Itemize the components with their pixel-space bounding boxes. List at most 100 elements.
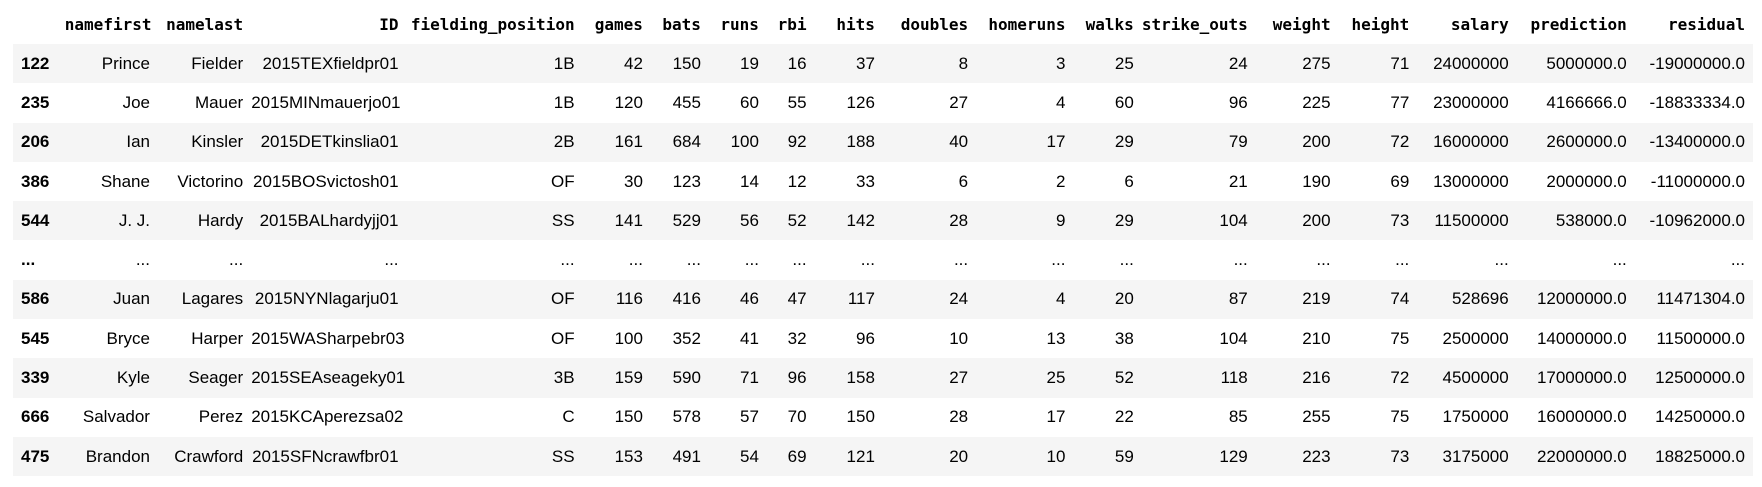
rbi-cell: 69 <box>787 446 807 466</box>
id-cell: 2015MINmauerjo01 <box>251 92 401 112</box>
weight-cell: 219 <box>1302 289 1331 309</box>
homeruns-cell: 4 <box>1056 92 1066 112</box>
row-index: 586 <box>21 289 50 309</box>
hits-cell: 150 <box>846 407 875 427</box>
row-index: 206 <box>21 132 50 152</box>
column-header-fielding-position: fielding_position <box>410 14 575 34</box>
doubles-cell: 40 <box>949 132 969 152</box>
strike-outs-cell: 21 <box>1228 171 1248 191</box>
games-cell: 159 <box>614 368 643 388</box>
residual-cell: -10962000.0 <box>1649 210 1745 230</box>
rbi-cell: 96 <box>787 368 807 388</box>
strike-outs-cell: 129 <box>1219 446 1248 466</box>
height-cell: 75 <box>1390 407 1410 427</box>
homeruns-cell: 9 <box>1056 210 1066 230</box>
homeruns-cell: ... <box>1051 250 1066 270</box>
bats-cell: 529 <box>672 210 701 230</box>
games-cell: 141 <box>614 210 643 230</box>
namelast-cell: Lagares <box>181 289 244 309</box>
table-row: 235 Joe Mauer 2015MINmauerjo01 1B 120 455 60 55 1… <box>13 83 1753 123</box>
fielding-position-cell: 1B <box>553 53 575 73</box>
walks-cell: 52 <box>1114 368 1134 388</box>
strike-outs-cell: 87 <box>1228 289 1248 309</box>
column-header-prediction: prediction <box>1530 14 1627 34</box>
games-cell: 161 <box>614 132 643 152</box>
salary-cell: 11500000 <box>1434 210 1509 230</box>
table-row: 475 Brandon Crawford 2015SFNcrawfbr01 SS 153 4… <box>13 436 1753 477</box>
doubles-cell: 27 <box>949 92 969 112</box>
column-header-namelast: namelast <box>166 14 244 34</box>
column-header-salary: salary <box>1450 14 1509 34</box>
homeruns-cell: 25 <box>1046 368 1066 388</box>
height-cell: 69 <box>1390 171 1410 191</box>
id-cell: 2015BOSvictosh01 <box>252 171 399 191</box>
bats-cell: 491 <box>672 446 701 466</box>
fielding-position-cell: SS <box>551 446 575 466</box>
residual-cell: ... <box>1730 250 1745 270</box>
row-index: 339 <box>21 368 50 388</box>
doubles-cell: 24 <box>949 289 969 309</box>
homeruns-cell: 17 <box>1046 132 1066 152</box>
weight-cell: 275 <box>1302 53 1331 73</box>
row-index: 386 <box>21 171 50 191</box>
fielding-position-cell: C <box>562 407 575 427</box>
strike-outs-cell: 79 <box>1228 132 1248 152</box>
runs-cell: 46 <box>740 289 759 309</box>
homeruns-cell: 3 <box>1056 53 1066 73</box>
namelast-cell: Hardy <box>197 210 244 230</box>
weight-cell: ... <box>1316 250 1331 270</box>
namelast-cell: Seager <box>188 368 244 388</box>
height-cell: 73 <box>1390 446 1410 466</box>
residual-cell: 18825000.0 <box>1655 446 1745 466</box>
bats-cell: 123 <box>672 171 701 191</box>
hits-cell: 126 <box>846 92 875 112</box>
salary-cell: ... <box>1494 250 1509 270</box>
id-cell: 2015WASharpebr03 <box>251 328 405 348</box>
rbi-cell: ... <box>792 250 807 270</box>
games-cell: 30 <box>624 171 643 191</box>
namefirst-cell: Juan <box>113 289 150 309</box>
fielding-position-cell: 3B <box>553 368 575 388</box>
height-cell: 71 <box>1390 53 1410 73</box>
column-header-games: games <box>594 14 643 34</box>
column-header-height: height <box>1351 14 1410 34</box>
bats-cell: 352 <box>672 328 701 348</box>
height-cell: 72 <box>1390 368 1410 388</box>
height-cell: 73 <box>1390 210 1410 230</box>
games-cell: 153 <box>614 446 643 466</box>
table-row: 666 Salvador Perez 2015KCAperezsa02 C 150 578 5… <box>13 397 1753 437</box>
rbi-cell: 16 <box>787 53 807 73</box>
hits-cell: 142 <box>846 210 875 230</box>
dataframe-table: namefirst namelast ID fielding_position … <box>13 4 1753 477</box>
salary-cell: 2500000 <box>1442 328 1509 348</box>
prediction-cell: 2000000.0 <box>1546 171 1627 191</box>
weight-cell: 223 <box>1302 446 1331 466</box>
height-cell: 74 <box>1390 289 1410 309</box>
prediction-cell: 538000.0 <box>1555 210 1627 230</box>
rbi-cell: 92 <box>787 132 807 152</box>
table-body: 122 Prince Fielder 2015TEXfieldpr01 1B 42 150 1… <box>13 44 1753 477</box>
fielding-position-cell: 1B <box>553 92 575 112</box>
height-cell: ... <box>1395 250 1410 270</box>
runs-cell: 19 <box>740 53 759 73</box>
doubles-cell: 6 <box>958 171 969 191</box>
header-row: namefirst namelast ID fielding_position … <box>13 4 1753 44</box>
games-cell: 42 <box>624 53 643 73</box>
row-index: 235 <box>21 92 50 112</box>
weight-cell: 190 <box>1302 171 1331 191</box>
namefirst-cell: Prince <box>101 53 150 73</box>
hits-cell: 33 <box>856 171 875 191</box>
bats-cell: 590 <box>672 368 701 388</box>
weight-cell: 216 <box>1302 368 1331 388</box>
hits-cell: 96 <box>856 328 875 348</box>
residual-cell: 14250000.0 <box>1655 407 1745 427</box>
homeruns-cell: 4 <box>1056 289 1066 309</box>
fielding-position-cell: ... <box>560 250 575 270</box>
salary-cell: 16000000 <box>1433 132 1509 152</box>
id-cell: 2015DETkinslia01 <box>260 132 399 152</box>
weight-cell: 210 <box>1302 328 1331 348</box>
prediction-cell: 5000000.0 <box>1546 53 1627 73</box>
strike-outs-cell: 118 <box>1220 368 1248 388</box>
table-row: 545 Bryce Harper 2015WASharpebr03 OF 100 352 41… <box>13 319 1753 359</box>
namelast-cell: Harper <box>191 328 244 348</box>
